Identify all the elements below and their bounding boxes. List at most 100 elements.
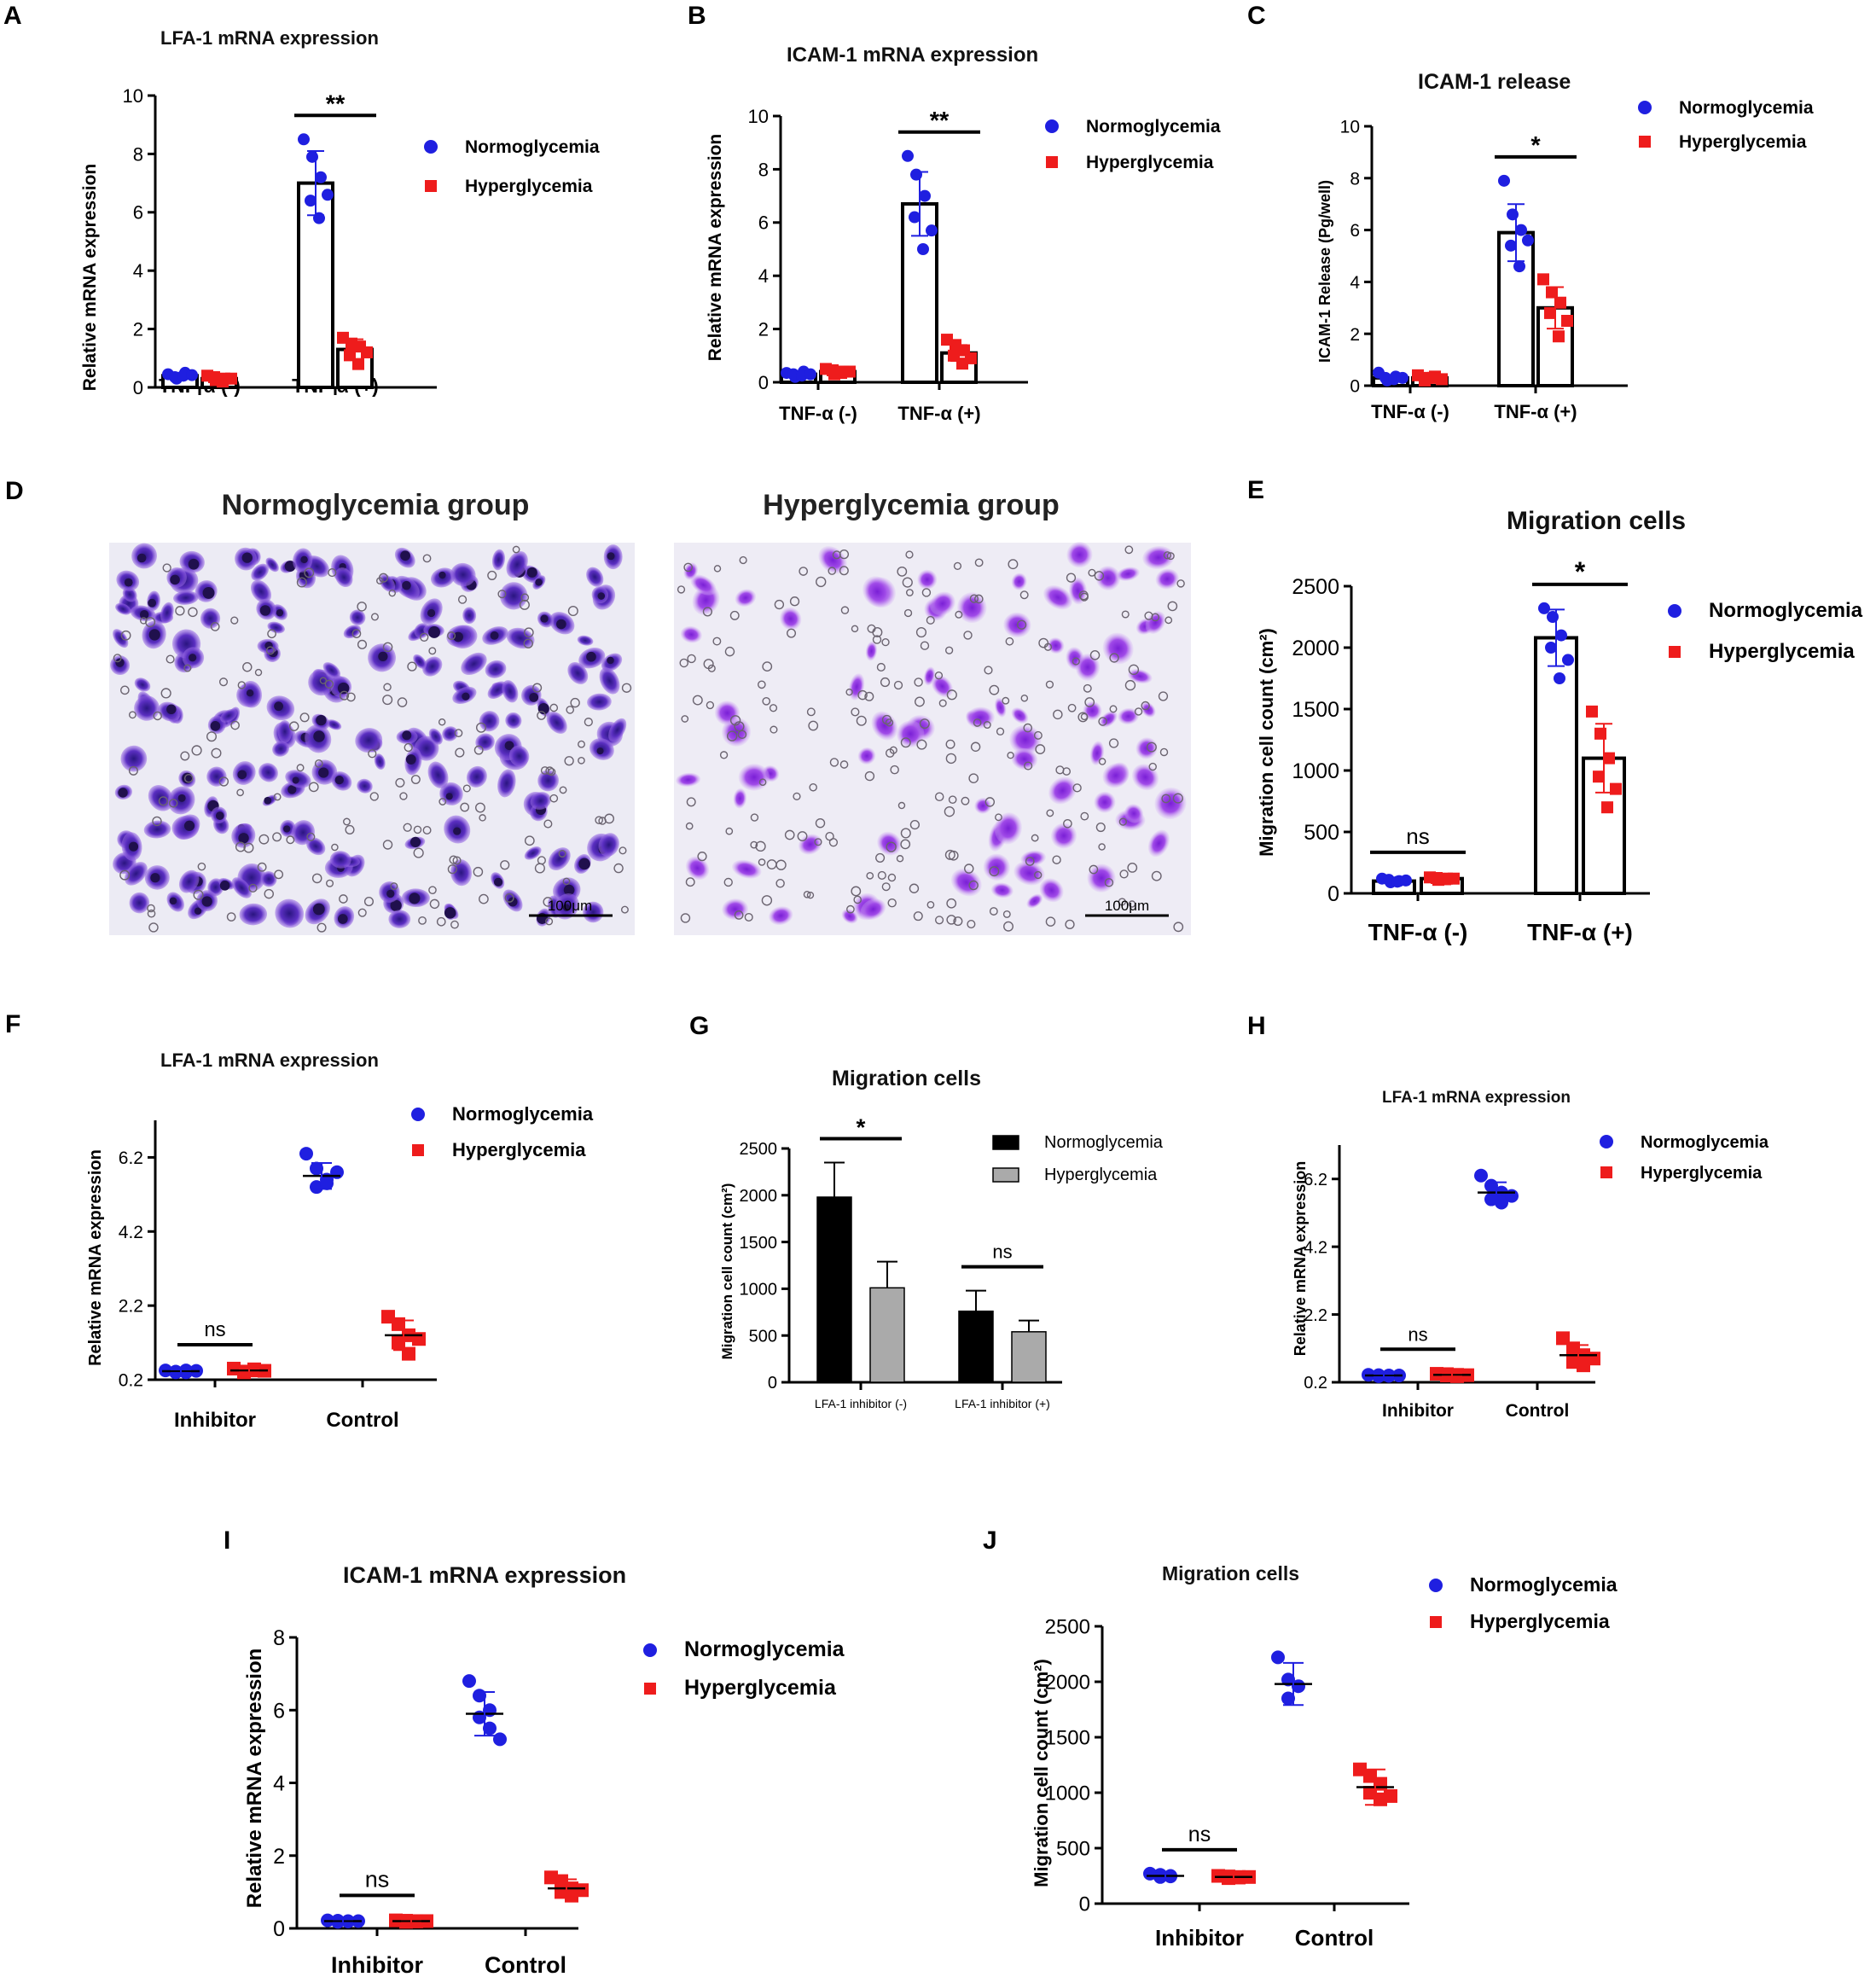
cell-nucleus	[118, 788, 128, 798]
membrane-pore	[719, 751, 729, 759]
data-point	[310, 1161, 323, 1176]
stained-cell	[733, 788, 747, 809]
data-point	[310, 1180, 323, 1195]
stained-cell	[1087, 863, 1116, 893]
membrane-pore	[926, 900, 935, 909]
y-tick-label: 6.2	[119, 1148, 143, 1168]
cell-nucleus	[556, 619, 566, 630]
membrane-pore	[926, 615, 935, 625]
data-point	[1603, 752, 1615, 765]
panel-letter: C	[1247, 2, 1266, 30]
data-point	[1505, 1189, 1519, 1203]
cell-nucleus	[188, 558, 200, 570]
membrane-pore	[1151, 870, 1162, 881]
series-normoglycemia	[161, 133, 334, 390]
membrane-pore	[1019, 590, 1029, 600]
cell-nucleus	[508, 897, 518, 907]
membrane-pore	[964, 863, 974, 874]
membrane-pore	[984, 666, 993, 675]
membrane-pore	[775, 879, 785, 888]
membrane-pore	[876, 662, 886, 672]
data-point	[1546, 286, 1558, 299]
stained-cell	[685, 856, 710, 881]
membrane-pore	[363, 897, 375, 907]
y-tick-label: 4.2	[1304, 1238, 1327, 1257]
membrane-pore	[296, 577, 307, 588]
data-point	[1553, 330, 1565, 343]
data-point	[1561, 315, 1573, 327]
x-tick-label: Control	[326, 1409, 398, 1432]
membrane-pore	[1033, 730, 1043, 740]
stained-cell	[598, 833, 619, 857]
stained-cell	[427, 761, 449, 788]
y-axis-label: Migration cell count (cm²)	[1031, 1659, 1052, 1887]
membrane-pore	[407, 661, 417, 672]
stained-cell	[1118, 707, 1139, 725]
cell-nucleus	[316, 714, 327, 726]
membrane-pore	[944, 805, 955, 817]
membrane-pore	[273, 793, 282, 801]
legend-label: Hyperglycemia	[1086, 153, 1214, 172]
membrane-pore	[304, 567, 315, 579]
cell-nucleus	[202, 586, 215, 599]
cell-nucleus	[453, 631, 463, 643]
membrane-pore	[729, 610, 740, 620]
hyperglycemia-pores	[677, 545, 1185, 933]
legend-marker	[425, 180, 437, 192]
membrane-pore	[113, 654, 122, 663]
membrane-pore	[158, 796, 168, 806]
stained-cell	[524, 846, 542, 860]
stained-cell	[1048, 776, 1077, 805]
stained-cell	[1043, 584, 1073, 610]
legend-marker	[1600, 1166, 1612, 1178]
stained-cell	[599, 667, 620, 695]
legend-label: Normoglycemia	[1044, 1133, 1164, 1152]
cell-nucleus	[150, 873, 160, 883]
data-point	[177, 369, 189, 382]
membrane-pore	[311, 873, 322, 884]
stained-cell	[546, 711, 567, 734]
cell-nucleus	[312, 903, 325, 916]
cell-nucleus	[292, 776, 299, 784]
membrane-pore	[512, 545, 520, 554]
membrane-pore	[254, 668, 263, 677]
stained-cell	[680, 625, 702, 643]
y-tick-label: 2000	[1292, 637, 1339, 660]
membrane-pore	[140, 617, 148, 625]
membrane-pore	[455, 747, 465, 758]
membrane-pore	[243, 842, 254, 853]
membrane-pore	[520, 593, 530, 602]
membrane-pore	[382, 695, 393, 706]
stained-cell	[267, 621, 285, 634]
data-point	[1505, 239, 1517, 252]
membrane-pore	[272, 832, 282, 842]
cell-nucleus	[264, 642, 273, 650]
y-tick-label: 4	[133, 260, 143, 282]
significance-label: *	[1575, 556, 1586, 587]
legend-label: Hyperglycemia	[1044, 1166, 1158, 1184]
membrane-pore	[905, 550, 914, 559]
membrane-pore	[877, 870, 886, 881]
membrane-pore	[914, 696, 925, 707]
stained-cell	[231, 877, 252, 898]
y-tick-label: 6	[133, 202, 143, 224]
cell-nucleus	[402, 730, 412, 741]
cell-nucleus	[313, 730, 325, 742]
chart-title: Migration cells	[832, 1067, 981, 1090]
stained-cell	[862, 576, 892, 608]
membrane-pore	[961, 796, 970, 805]
membrane-pore	[447, 864, 457, 875]
y-tick-label: 6	[1350, 221, 1360, 241]
cell-nucleus	[274, 701, 284, 712]
data-point	[1554, 296, 1566, 309]
chart-panel-c: C ICAM-1 release ICAM-1 Release (Pg/well) 0…	[1247, 2, 1814, 422]
panel-letter: E	[1247, 476, 1264, 504]
stained-cell	[714, 701, 741, 725]
membrane-pore	[734, 910, 744, 920]
cell-nucleus	[148, 598, 157, 608]
chart-title: ICAM-1 release	[1418, 70, 1571, 94]
membrane-pore	[995, 813, 1002, 822]
x-tick-label: LFA-1 inhibitor (+)	[955, 1397, 1050, 1410]
panel-letter: J	[983, 1526, 997, 1555]
data-point	[298, 133, 310, 146]
